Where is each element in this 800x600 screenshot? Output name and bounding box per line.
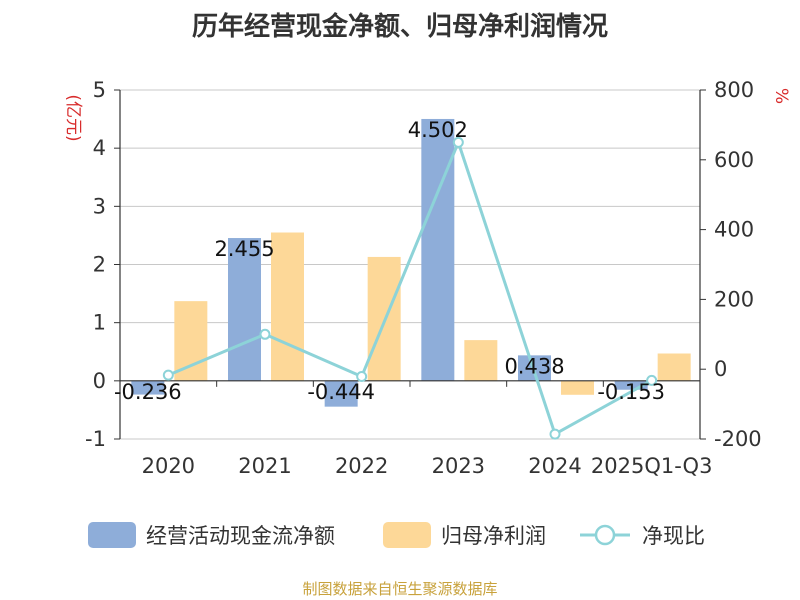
ratio-point [356,371,368,383]
bar-cashflow [614,380,648,390]
category-label: 2021 [238,454,291,478]
cashflow-data-label: -0.236 [114,380,182,404]
legend-swatch-netprofit [383,522,431,548]
bar-cashflow [421,118,455,381]
right-tick-label: 200 [714,287,754,311]
right-tick-label: -200 [714,427,762,451]
cashflow-data-label: -0.153 [597,380,665,404]
ratio-point [549,428,561,440]
legend-label: 归母净利润 [441,524,546,548]
ratio-point [162,369,174,381]
right-tick-label: 400 [714,218,754,242]
left-tick-label: 0 [93,369,106,393]
ratio-point [452,136,464,148]
legend-swatch-cashflow [88,522,136,548]
ratio-point [646,374,658,386]
bar-cashflow [228,238,261,381]
ratio-point [259,328,271,340]
left-tick-label: 1 [93,311,106,335]
cashflow-data-label: 0.438 [504,354,564,378]
cashflow-data-label: -0.444 [307,380,375,404]
bar-netprofit [464,340,498,381]
chart-title: 历年经营现金净额、归母净利润情况 [191,12,608,42]
left-axis-unit: (亿元) [63,94,83,141]
bar-netprofit [271,232,304,381]
category-label: 2022 [335,454,388,478]
right-tick-label: 0 [714,357,727,381]
source-note: 制图数据来自恒生聚源数据库 [302,580,498,598]
category-label: 2024 [528,454,581,478]
right-tick-label: 800 [714,78,754,102]
left-tick-label: 3 [93,194,106,218]
legend-label: 经营活动现金流净额 [146,524,335,548]
left-tick-label: 2 [93,253,106,277]
legend-label: 净现比 [642,524,705,548]
category-label: 2025Q1-Q3 [591,454,713,478]
left-tick-label: 5 [93,78,106,102]
ratio-line [167,138,653,437]
category-label: 2020 [142,454,195,478]
cashflow-data-label: 4.502 [408,118,468,142]
legend-ratio-marker [594,524,616,546]
right-axis-unit: % [771,88,791,104]
right-tick-label: 600 [714,148,754,172]
bar-netprofit [174,301,208,381]
bar-cashflow [324,380,358,407]
cashflow-data-label: 2.455 [214,237,274,261]
bar-netprofit [561,380,594,395]
bar-cashflow [131,380,165,395]
category-label: 2023 [432,454,485,478]
bar-netprofit [657,353,691,381]
left-tick-label: -1 [85,427,106,451]
left-tick-label: 4 [93,136,106,160]
